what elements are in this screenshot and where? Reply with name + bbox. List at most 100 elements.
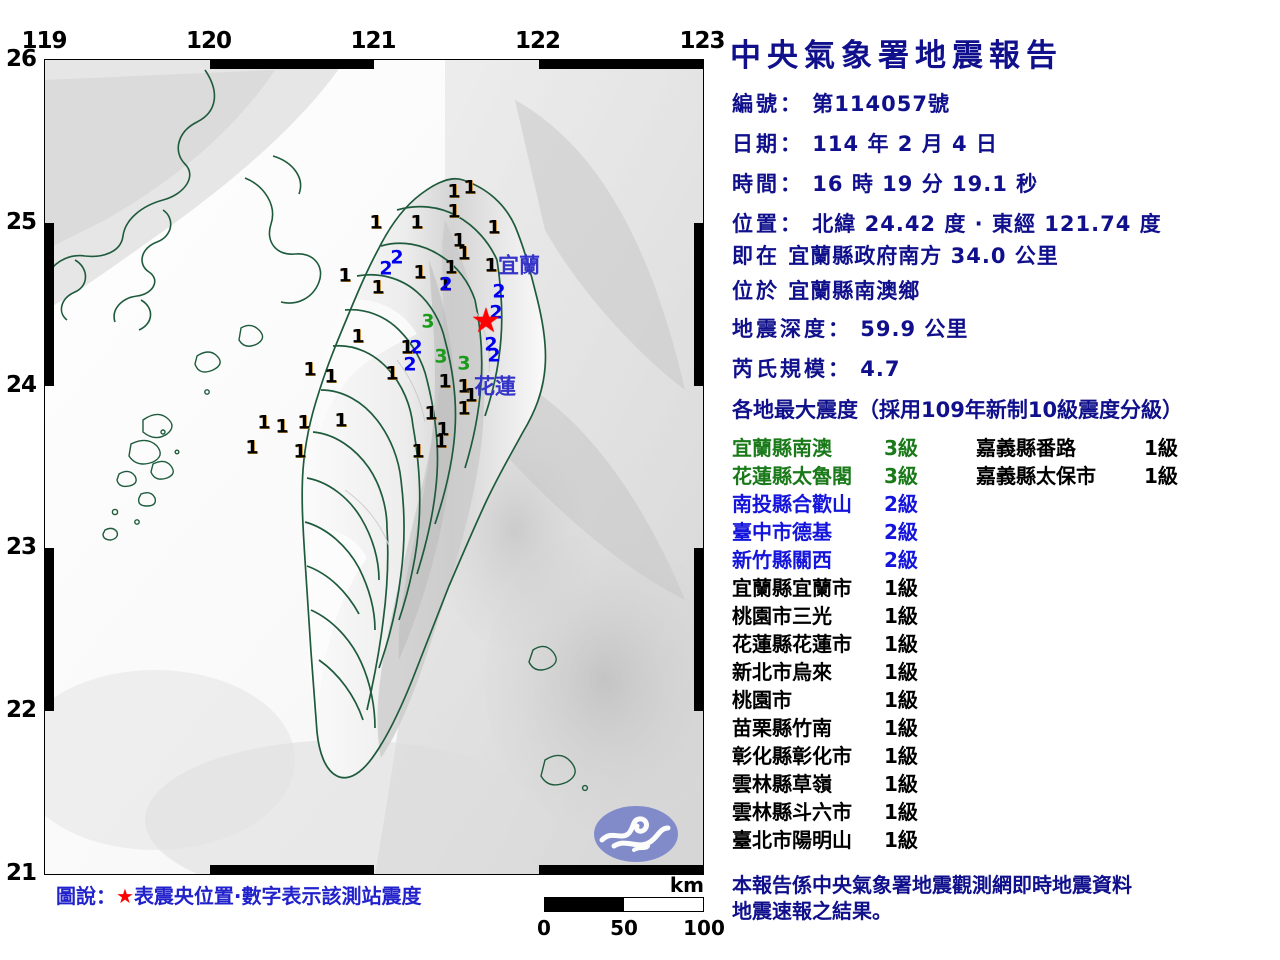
station-intensity-marker: 1 — [411, 440, 425, 463]
station-intensity-marker: 1 — [257, 411, 271, 434]
station-intensity-marker: 3 — [421, 310, 435, 333]
station-intensity-marker: 1 — [447, 200, 461, 223]
intensity-level: 1級 — [884, 744, 918, 768]
frame-tick-band — [209, 865, 374, 874]
intensity-place: 臺中市德基 — [732, 520, 832, 544]
report-field-value: 第114057號 — [804, 92, 950, 116]
map-panel: 119 120 121 122 123 26 25 24 23 22 21 — [5, 28, 726, 940]
frame-tick-band — [538, 865, 703, 874]
report-field-row: 位置： 北緯 24.42 度 · 東經 121.74 度 — [732, 208, 1162, 238]
station-intensity-marker: 1 — [369, 211, 383, 234]
station-intensity-marker: 2 — [484, 333, 498, 356]
station-intensity-marker: 1 — [413, 261, 427, 284]
intensity-place: 嘉義縣太保市 — [976, 464, 1096, 488]
station-intensity-marker: 1 — [438, 370, 452, 393]
report-field-label: 芮氏規模： — [732, 357, 852, 381]
report-field-row: 芮氏規模： 4.7 — [732, 353, 901, 383]
station-intensity-marker: 2 — [403, 353, 417, 376]
map-caption-prefix: 圖說： — [56, 884, 116, 908]
map-caption-text: 表震央位置·數字表示該測站震度 — [133, 884, 422, 908]
report-panel: 中央氣象署地震報告 編號： 第114057號 日期： 114 年 2 月 4 日時… — [724, 0, 1280, 960]
station-intensity-marker: 1 — [334, 409, 348, 432]
station-intensity-marker: 1 — [457, 397, 471, 420]
intensity-place: 宜蘭縣南澳 — [732, 436, 832, 460]
station-intensity-marker: 1 — [303, 358, 317, 381]
intensity-level: 1級 — [884, 576, 918, 600]
report-footnote: 本報告係中央氣象署地震觀測網即時地震資料 地震速報之結果。 — [732, 872, 1132, 924]
station-intensity-marker: 1 — [452, 229, 466, 252]
intensity-level: 1級 — [1144, 464, 1178, 488]
station-intensity-marker: 1 — [297, 411, 311, 434]
map-terrain — [45, 60, 703, 874]
footnote-line-2: 地震速報之結果。 — [732, 899, 892, 923]
station-intensity-marker: 1 — [436, 418, 450, 441]
intensity-level: 1級 — [884, 660, 918, 684]
report-field-value: 4.7 — [852, 357, 901, 381]
station-intensity-marker: 2 — [379, 257, 393, 280]
intensity-place: 花蓮縣太魯閣 — [732, 464, 852, 488]
report-field-value: 16 時 19 分 19.1 秒 — [804, 172, 1039, 196]
station-intensity-marker: 2 — [487, 344, 501, 367]
station-intensity-marker: 1 — [438, 273, 452, 296]
report-field-value: 北緯 24.42 度 · 東經 121.74 度 — [804, 212, 1162, 236]
station-intensity-marker: 1 — [410, 211, 424, 234]
station-intensity-marker: 3 — [434, 345, 448, 368]
intensity-place: 桃園市 — [732, 688, 792, 712]
frame-tick-band — [694, 548, 703, 712]
station-intensity-marker: 2 — [492, 280, 506, 303]
intensity-level: 1級 — [884, 828, 918, 852]
frame-tick-band — [45, 548, 54, 712]
station-intensity-marker: 1 — [385, 362, 399, 385]
longitude-tick-122: 122 — [514, 28, 561, 54]
intensity-level: 2級 — [884, 492, 918, 516]
intensity-level: 3級 — [884, 436, 918, 460]
station-intensity-marker: 1 — [434, 430, 448, 453]
intensity-place: 新北市烏來 — [732, 660, 832, 684]
station-intensity-marker: 1 — [245, 436, 259, 459]
intensity-level: 2級 — [884, 548, 918, 572]
intensity-place: 宜蘭縣宜蘭市 — [732, 576, 852, 600]
intensity-place: 雲林縣斗六市 — [732, 800, 852, 824]
station-intensity-marker: 1 — [351, 325, 365, 348]
city-label: 宜蘭 — [498, 253, 540, 278]
longitude-tick-120: 120 — [185, 28, 232, 54]
intensity-heading: 各地最大震度（採用109年新制10級震度分級） — [732, 398, 1184, 422]
frame-tick-band — [538, 60, 703, 69]
frame-tick-band — [45, 222, 54, 386]
station-intensity-marker: 2 — [390, 246, 404, 269]
report-field-label: 編號： — [732, 92, 804, 116]
intensity-place: 南投縣合歡山 — [732, 492, 852, 516]
report-field-row: 編號： 第114057號 — [732, 88, 950, 118]
latitude-tick-22: 22 — [5, 697, 37, 724]
scale-tick-100: 100 — [683, 916, 725, 940]
latitude-tick-24: 24 — [5, 371, 37, 398]
cwa-logo-watermark — [594, 806, 678, 862]
report-field-value: 宜蘭縣政府南方 34.0 公里 — [780, 244, 1059, 268]
scale-tick-0: 0 — [537, 916, 551, 940]
station-intensity-marker: 1 — [338, 264, 352, 287]
longitude-tick-119: 119 — [21, 28, 67, 54]
report-field-row: 時間： 16 時 19 分 19.1 秒 — [732, 168, 1038, 198]
scale-tick-50: 50 — [610, 916, 638, 940]
longitude-tick-123: 123 — [679, 28, 725, 54]
report-field-label: 位置： — [732, 212, 804, 236]
report-field-label: 位於 — [732, 279, 780, 303]
frame-tick-band — [209, 60, 374, 69]
intensity-place: 苗栗縣竹南 — [732, 716, 832, 740]
report-field-row: 地震深度： 59.9 公里 — [732, 313, 968, 343]
station-intensity-marker: 1 — [487, 216, 501, 239]
station-intensity-marker: 1 — [457, 242, 471, 265]
intensity-level: 3級 — [884, 464, 918, 488]
footnote-line-1: 本報告係中央氣象署地震觀測網即時地震資料 — [732, 873, 1132, 897]
scale-bar-fill — [545, 898, 624, 911]
intensity-level: 1級 — [884, 716, 918, 740]
intensity-level: 1級 — [1144, 436, 1178, 460]
report-title: 中央氣象署地震報告 — [730, 38, 1063, 74]
station-intensity-marker: 2 — [439, 273, 453, 296]
station-intensity-marker: 1 — [447, 180, 461, 203]
intensity-level: 1級 — [884, 632, 918, 656]
intensity-level: 1級 — [884, 772, 918, 796]
station-intensity-marker: 3 — [457, 352, 471, 375]
